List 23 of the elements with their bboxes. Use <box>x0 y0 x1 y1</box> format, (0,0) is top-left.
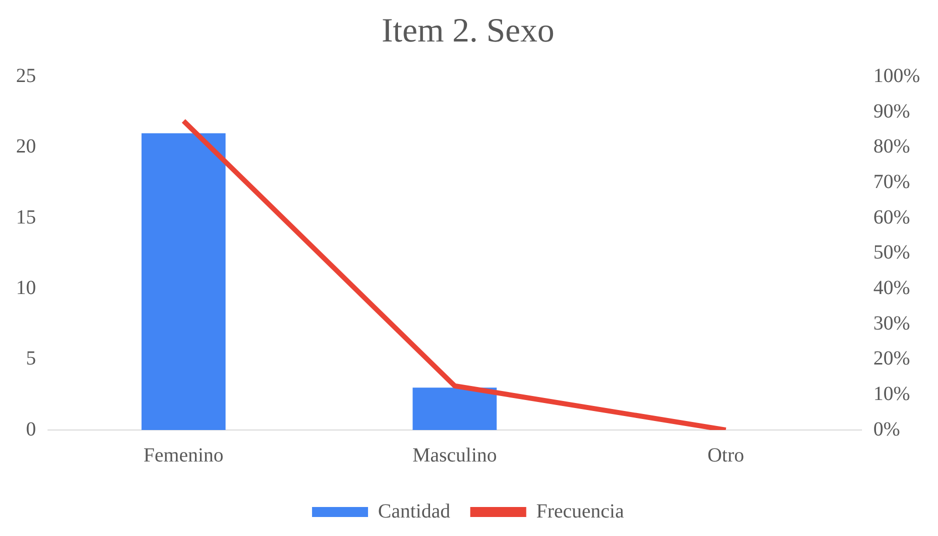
y2-tick-label: 40% <box>873 276 910 299</box>
y2-tick-label: 100% <box>873 65 920 88</box>
y2-tick-label: 60% <box>873 206 910 228</box>
y2-tick-label: 90% <box>873 100 910 122</box>
y-tick-label: 0 <box>26 418 36 440</box>
y2-tick-label: 30% <box>873 312 910 334</box>
y2-tick-label: 50% <box>873 242 910 264</box>
x-tick-label: Femenino <box>144 444 224 466</box>
y2-tick-label: 10% <box>873 382 910 405</box>
y-tick-label: 15 <box>16 206 36 228</box>
y-tick-label: 10 <box>16 276 36 299</box>
y-tick-label: 20 <box>16 136 36 158</box>
x-tick-label: Masculino <box>412 444 497 466</box>
y2-tick-label: 20% <box>873 348 910 370</box>
y-tick-label: 25 <box>16 65 36 88</box>
y2-tick-label: 70% <box>873 171 910 194</box>
y-tick-label: 5 <box>26 348 36 370</box>
y2-tick-label: 80% <box>873 136 910 158</box>
x-tick-label: Otro <box>707 444 744 466</box>
chart-title: Item 2. Sexo <box>382 12 554 50</box>
legend-label: Cantidad <box>378 500 450 522</box>
y2-tick-label: 0% <box>873 418 900 440</box>
legend-label: Frecuencia <box>536 500 624 522</box>
